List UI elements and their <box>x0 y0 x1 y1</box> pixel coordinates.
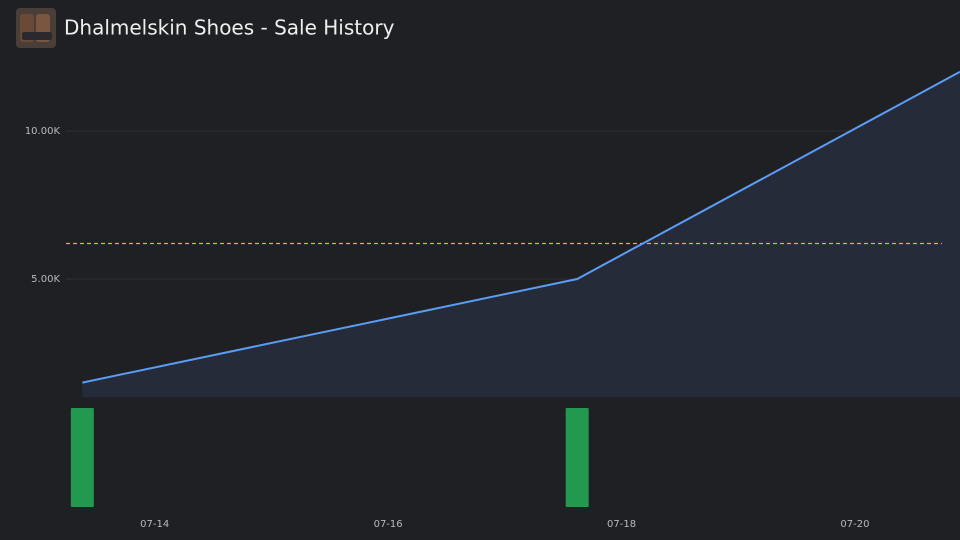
x-tick-label: 07-16 <box>374 519 403 530</box>
item-icon <box>16 8 56 48</box>
y-tick-label: 10.00K <box>25 126 61 137</box>
volume-bar <box>565 408 589 507</box>
price-line <box>82 70 960 384</box>
x-tick-label: 07-18 <box>607 519 636 530</box>
volume-bar <box>70 408 94 507</box>
x-tick-label: 07-14 <box>140 519 169 530</box>
area <box>82 71 960 398</box>
title: Dhalmelskin Shoes - Sale History <box>64 16 395 40</box>
y-tick-label: 5.00K <box>31 274 60 285</box>
x-tick-label: 07-20 <box>840 519 869 530</box>
